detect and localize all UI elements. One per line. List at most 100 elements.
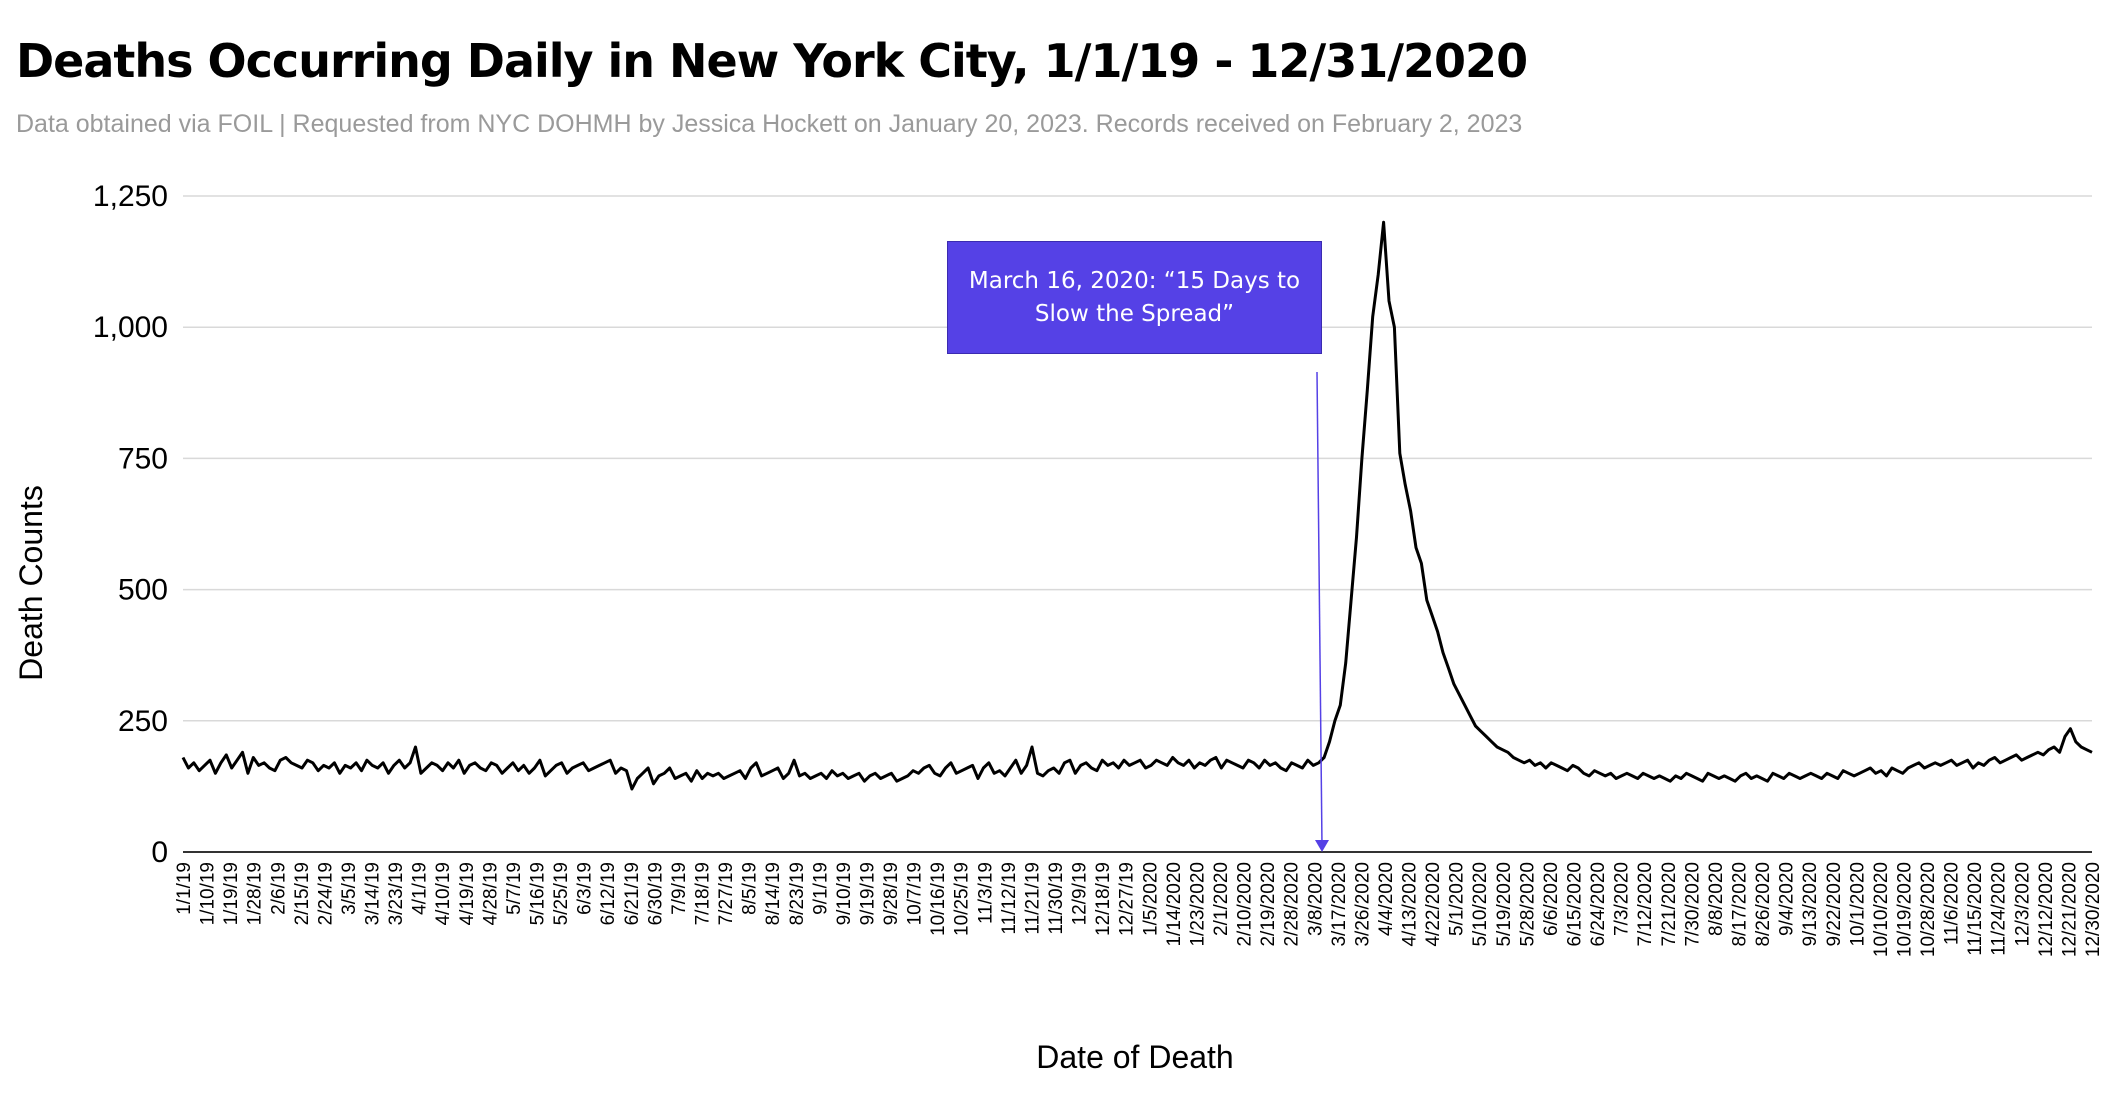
x-tick-label: 6/12/19: [598, 862, 619, 925]
y-tick-label: 0: [151, 836, 168, 869]
x-tick-label: 12/12/2020: [2036, 862, 2057, 957]
x-tick-label: 4/4/2020: [1376, 862, 1397, 936]
x-axis-ticks: 1/1/19 1/10/19 1/19/19 1/28/19 2/6/19 2/15/19…: [174, 862, 2104, 957]
annotation-callout: March 16, 2020: “15 Days to Slow the Spr…: [947, 241, 1322, 354]
x-tick-label: 2/6/19: [268, 862, 289, 915]
x-tick-label: 7/30/2020: [1682, 862, 1703, 947]
x-tick-label: 4/22/2020: [1423, 862, 1444, 947]
y-tick-label: 250: [118, 705, 168, 738]
series-line-daily-deaths: [181, 220, 2093, 791]
x-tick-label: 10/16/19: [928, 862, 949, 936]
x-tick-label: 11/6/2020: [1942, 862, 1963, 945]
x-tick-label: 9/4/2020: [1777, 862, 1798, 936]
x-tick-label: 12/21/2020: [2059, 862, 2080, 957]
x-tick-label: 9/22/2020: [1824, 862, 1845, 947]
x-tick-label: 6/24/2020: [1588, 862, 1609, 947]
x-tick-label: 8/23/19: [787, 862, 808, 925]
x-tick-label: 7/12/2020: [1635, 862, 1656, 947]
x-tick-label: 3/5/19: [339, 862, 360, 915]
x-tick-label: 9/19/19: [857, 862, 878, 925]
x-tick-label: 3/26/2020: [1352, 862, 1373, 947]
x-tick-label: 4/10/19: [433, 862, 454, 925]
x-tick-label: 12/27/19: [1117, 862, 1138, 936]
x-tick-label: 4/28/19: [480, 862, 501, 925]
x-tick-label: 12/9/19: [1070, 862, 1091, 925]
y-tick-label: 500: [118, 574, 168, 607]
x-tick-label: 7/21/2020: [1659, 862, 1680, 947]
x-tick-label: 10/7/19: [905, 862, 926, 925]
x-tick-label: 5/10/2020: [1470, 862, 1491, 947]
x-tick-label: 5/28/2020: [1517, 862, 1538, 947]
chart-subtitle: Data obtained via FOIL | Requested from …: [16, 110, 1523, 138]
x-tick-label: 11/15/2020: [1965, 862, 1986, 956]
y-tick-label: 1,000: [93, 311, 168, 344]
x-tick-label: 11/12/19: [999, 862, 1020, 935]
x-tick-label: 2/10/2020: [1235, 862, 1256, 947]
x-tick-label: 4/13/2020: [1400, 862, 1421, 947]
x-tick-label: 1/1/19: [174, 862, 195, 915]
x-tick-label: 5/25/19: [551, 862, 572, 925]
x-tick-label: 7/9/19: [669, 862, 690, 915]
x-tick-label: 9/10/19: [834, 862, 855, 925]
annotation-arrowhead: [1315, 840, 1329, 852]
x-tick-label: 1/19/19: [221, 862, 242, 925]
x-tick-label: 10/28/2020: [1918, 862, 1939, 957]
x-tick-label: 10/25/19: [952, 862, 973, 936]
x-tick-label: 4/1/19: [410, 862, 431, 915]
x-tick-label: 8/26/2020: [1753, 862, 1774, 947]
x-tick-label: 2/24/19: [315, 862, 336, 925]
x-tick-label: 1/10/19: [198, 862, 219, 925]
x-tick-label: 12/18/19: [1093, 862, 1114, 936]
x-tick-label: 5/7/19: [504, 862, 525, 915]
x-tick-label: 5/19/2020: [1494, 862, 1515, 947]
x-tick-label: 2/19/2020: [1258, 862, 1279, 947]
gridlines: [183, 195, 2092, 722]
x-tick-label: 3/23/19: [386, 862, 407, 925]
x-tick-label: 6/3/19: [575, 862, 596, 915]
x-tick-label: 10/10/2020: [1871, 862, 1892, 957]
x-tick-label: 10/1/2020: [1847, 862, 1868, 947]
annotation-arrow: [1316, 371, 1323, 847]
x-tick-label: 8/17/2020: [1729, 862, 1750, 947]
x-tick-label: 5/16/19: [528, 862, 549, 925]
x-tick-label: 5/1/2020: [1447, 862, 1468, 936]
x-tick-label: 9/28/19: [881, 862, 902, 925]
y-axis-ticks: 0 250 500 750 1,000 1,250: [93, 180, 168, 869]
x-tick-label: 11/24/2020: [1989, 862, 2010, 956]
x-tick-label: 10/19/2020: [1894, 862, 1915, 957]
x-tick-label: 11/3/19: [975, 862, 996, 924]
x-tick-label: 1/14/2020: [1164, 862, 1185, 947]
x-tick-label: 8/8/2020: [1706, 862, 1727, 936]
x-tick-label: 6/30/19: [645, 862, 666, 925]
x-tick-label: 12/30/2020: [2083, 862, 2104, 957]
x-tick-label: 7/27/19: [716, 862, 737, 925]
x-tick-label: 8/5/19: [740, 862, 761, 915]
x-tick-label: 1/5/2020: [1140, 862, 1161, 936]
x-tick-label: 12/3/2020: [2012, 862, 2033, 947]
x-tick-label: 4/19/19: [457, 862, 478, 925]
x-tick-label: 8/14/19: [763, 862, 784, 925]
chart-title: Deaths Occurring Daily in New York City,…: [16, 34, 1528, 88]
x-tick-label: 9/1/19: [810, 862, 831, 915]
x-axis-title: Date of Death: [1036, 1039, 1233, 1075]
x-tick-label: 1/23/2020: [1187, 862, 1208, 947]
x-tick-label: 7/18/19: [692, 862, 713, 925]
x-tick-label: 6/21/19: [622, 862, 643, 925]
x-tick-label: 11/21/19: [1022, 862, 1043, 935]
x-tick-label: 3/14/19: [363, 862, 384, 925]
y-tick-label: 750: [118, 442, 168, 475]
x-tick-label: 2/1/2020: [1211, 862, 1232, 936]
x-tick-label: 6/6/2020: [1541, 862, 1562, 936]
x-tick-label: 6/15/2020: [1565, 862, 1586, 947]
x-tick-label: 3/17/2020: [1329, 862, 1350, 947]
x-tick-label: 9/13/2020: [1800, 862, 1821, 947]
y-tick-label: 1,250: [93, 180, 168, 213]
x-tick-label: 1/28/19: [245, 862, 266, 925]
x-tick-label: 2/15/19: [292, 862, 313, 925]
y-axis-title: Death Counts: [13, 485, 49, 681]
x-tick-label: 2/28/2020: [1282, 862, 1303, 947]
x-tick-label: 11/30/19: [1046, 862, 1067, 935]
x-tick-label: 7/3/2020: [1612, 862, 1633, 936]
x-tick-label: 3/8/2020: [1305, 862, 1326, 936]
